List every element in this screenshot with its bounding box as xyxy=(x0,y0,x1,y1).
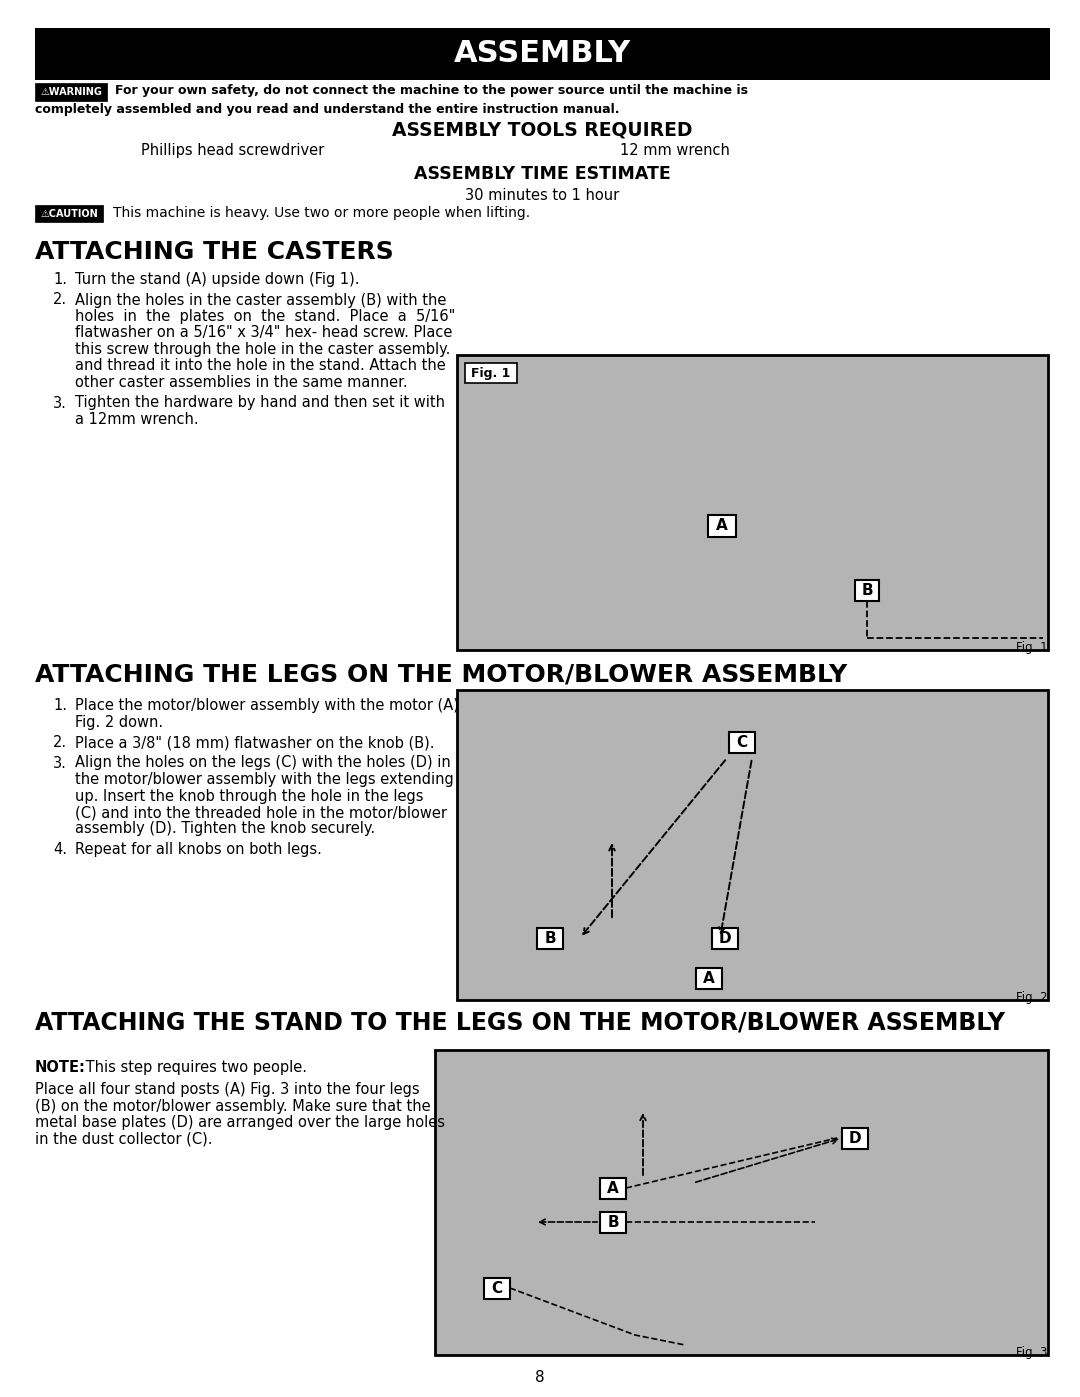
Text: the motor/blower assembly with the legs extending: the motor/blower assembly with the legs … xyxy=(75,773,454,787)
Bar xyxy=(35,28,1050,80)
Text: Fig. 3: Fig. 3 xyxy=(1016,1345,1048,1359)
Text: Fig. 1: Fig. 1 xyxy=(471,366,511,380)
Bar xyxy=(484,1278,510,1299)
Text: 1.: 1. xyxy=(53,698,67,712)
Bar xyxy=(537,928,563,949)
Bar xyxy=(35,82,107,101)
Text: Place all four stand posts (A) Fig. 3 into the four legs: Place all four stand posts (A) Fig. 3 in… xyxy=(35,1083,420,1097)
Text: 8: 8 xyxy=(536,1370,544,1386)
Text: Place a 3/8" (18 mm) flatwasher on the knob (B).: Place a 3/8" (18 mm) flatwasher on the k… xyxy=(75,735,434,750)
Text: ATTACHING THE CASTERS: ATTACHING THE CASTERS xyxy=(35,240,394,264)
Bar xyxy=(600,1213,626,1234)
Text: B: B xyxy=(861,583,873,598)
Text: 2.: 2. xyxy=(53,292,67,307)
Text: Place the motor/blower assembly with the motor (A): Place the motor/blower assembly with the… xyxy=(75,698,459,712)
Text: and thread it into the hole in the stand. Attach the: and thread it into the hole in the stand… xyxy=(75,359,446,373)
Bar xyxy=(35,205,103,222)
Text: C: C xyxy=(491,1281,502,1296)
Text: B: B xyxy=(544,930,556,946)
Text: 2.: 2. xyxy=(53,735,67,750)
Text: D: D xyxy=(718,930,731,946)
Text: NOTE:: NOTE: xyxy=(35,1060,86,1076)
Text: ASSEMBLY TIME ESTIMATE: ASSEMBLY TIME ESTIMATE xyxy=(414,165,671,183)
Bar xyxy=(457,690,1048,1000)
Text: holes  in  the  plates  on  the  stand.  Place  a  5/16": holes in the plates on the stand. Place … xyxy=(75,309,456,324)
Bar xyxy=(457,355,1048,650)
Text: (B) on the motor/blower assembly. Make sure that the: (B) on the motor/blower assembly. Make s… xyxy=(35,1098,431,1113)
Text: Repeat for all knobs on both legs.: Repeat for all knobs on both legs. xyxy=(75,842,322,856)
Text: This machine is heavy. Use two or more people when lifting.: This machine is heavy. Use two or more p… xyxy=(113,205,530,219)
Text: D: D xyxy=(849,1132,862,1146)
Text: (C) and into the threaded hole in the motor/blower: (C) and into the threaded hole in the mo… xyxy=(75,805,447,820)
Text: Turn the stand (A) upside down (Fig 1).: Turn the stand (A) upside down (Fig 1). xyxy=(75,272,360,286)
Text: Tighten the hardware by hand and then set it with: Tighten the hardware by hand and then se… xyxy=(75,395,445,411)
Text: A: A xyxy=(703,971,715,986)
Text: completely assembled and you read and understand the entire instruction manual.: completely assembled and you read and un… xyxy=(35,103,620,116)
Text: A: A xyxy=(607,1180,619,1196)
Text: Align the holes in the caster assembly (B) with the: Align the holes in the caster assembly (… xyxy=(75,292,446,307)
Text: metal base plates (D) are arranged over the large holes: metal base plates (D) are arranged over … xyxy=(35,1115,445,1130)
Text: Phillips head screwdriver: Phillips head screwdriver xyxy=(140,142,324,158)
Bar xyxy=(600,1178,626,1199)
Text: ⚠CAUTION: ⚠CAUTION xyxy=(40,208,98,218)
Text: Align the holes on the legs (C) with the holes (D) in: Align the holes on the legs (C) with the… xyxy=(75,756,450,771)
Text: B: B xyxy=(607,1215,619,1229)
Text: 12 mm wrench: 12 mm wrench xyxy=(620,142,730,158)
Text: flatwasher on a 5/16" x 3/4" hex- head screw. Place: flatwasher on a 5/16" x 3/4" hex- head s… xyxy=(75,326,453,341)
Text: 4.: 4. xyxy=(53,842,67,856)
Text: assembly (D). Tighten the knob securely.: assembly (D). Tighten the knob securely. xyxy=(75,821,375,837)
Text: 1.: 1. xyxy=(53,272,67,286)
Text: C: C xyxy=(737,735,747,750)
Text: other caster assemblies in the same manner.: other caster assemblies in the same mann… xyxy=(75,374,407,390)
Text: ASSEMBLY TOOLS REQUIRED: ASSEMBLY TOOLS REQUIRED xyxy=(392,120,692,138)
Bar xyxy=(435,1051,1048,1355)
Text: For your own safety, do not connect the machine to the power source until the ma: For your own safety, do not connect the … xyxy=(114,84,748,96)
Bar xyxy=(842,1127,868,1148)
Text: Fig. 2: Fig. 2 xyxy=(1016,990,1048,1004)
Text: 3.: 3. xyxy=(53,756,67,771)
Bar xyxy=(855,580,879,601)
Bar xyxy=(729,732,755,753)
Text: this screw through the hole in the caster assembly.: this screw through the hole in the caste… xyxy=(75,342,450,358)
Bar xyxy=(465,363,517,383)
Text: ATTACHING THE STAND TO THE LEGS ON THE MOTOR/BLOWER ASSEMBLY: ATTACHING THE STAND TO THE LEGS ON THE M… xyxy=(35,1010,1005,1034)
Text: 3.: 3. xyxy=(53,395,67,411)
Text: ASSEMBLY: ASSEMBLY xyxy=(454,39,631,68)
Text: A: A xyxy=(716,518,728,534)
Text: a 12mm wrench.: a 12mm wrench. xyxy=(75,412,199,427)
Text: in the dust collector (C).: in the dust collector (C). xyxy=(35,1132,213,1147)
Bar xyxy=(708,515,735,536)
Text: up. Insert the knob through the hole in the legs: up. Insert the knob through the hole in … xyxy=(75,788,423,803)
Text: Fig. 1: Fig. 1 xyxy=(1016,641,1048,654)
Bar xyxy=(696,968,723,989)
Text: Fig. 2 down.: Fig. 2 down. xyxy=(75,714,163,729)
Text: ⚠WARNING: ⚠WARNING xyxy=(40,87,102,96)
Text: This step requires two people.: This step requires two people. xyxy=(81,1060,307,1076)
Bar xyxy=(712,928,738,949)
Text: ATTACHING THE LEGS ON THE MOTOR/BLOWER ASSEMBLY: ATTACHING THE LEGS ON THE MOTOR/BLOWER A… xyxy=(35,662,847,686)
Text: 30 minutes to 1 hour: 30 minutes to 1 hour xyxy=(465,189,620,203)
